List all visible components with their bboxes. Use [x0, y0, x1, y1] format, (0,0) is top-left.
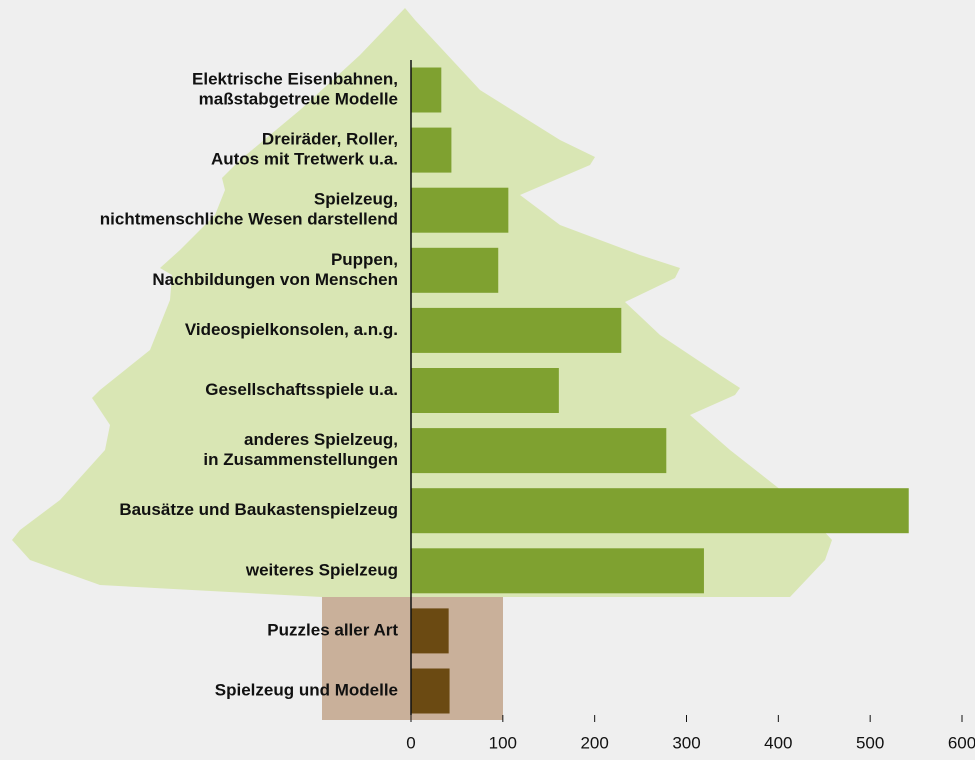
x-tick-label: 100 — [489, 733, 517, 752]
y-tick-label: Dreiräder, Roller, — [262, 130, 398, 149]
y-tick-label: Videospielkonsolen, a.n.g. — [185, 320, 398, 339]
bar — [411, 488, 909, 534]
y-tick-label: weiteres Spielzeug — [245, 560, 398, 579]
y-tick-label: Bausätze und Baukastenspielzeug — [119, 500, 398, 519]
y-tick-label: maßstabgetreue Modelle — [199, 89, 398, 108]
bar — [411, 608, 449, 654]
bar — [411, 127, 452, 173]
y-tick-label: nichtmenschliche Wesen darstellend — [100, 210, 398, 229]
y-tick-label: in Zusammenstellungen — [203, 450, 398, 469]
y-tick-label: Elektrische Eisenbahnen, — [192, 69, 398, 88]
y-tick-label: Spielzeug und Modelle — [215, 680, 398, 699]
bar — [411, 67, 442, 113]
bar — [411, 548, 704, 594]
bar — [411, 307, 622, 353]
x-tick-label: 200 — [580, 733, 608, 752]
y-tick-label: Autos mit Tretwerk u.a. — [211, 150, 398, 169]
bar — [411, 247, 499, 293]
y-tick-label: Puzzles aller Art — [267, 620, 398, 639]
bar — [411, 668, 450, 714]
bar — [411, 187, 509, 233]
x-tick-label: 600 — [948, 733, 975, 752]
x-tick-label: 500 — [856, 733, 884, 752]
y-tick-label: Gesellschaftsspiele u.a. — [205, 380, 398, 399]
bar — [411, 428, 667, 474]
x-tick-label: 400 — [764, 733, 792, 752]
x-tick-label: 300 — [672, 733, 700, 752]
y-tick-label: Nachbildungen von Menschen — [152, 270, 398, 289]
y-tick-label: Spielzeug, — [314, 190, 398, 209]
y-tick-label: anderes Spielzeug, — [244, 430, 398, 449]
bar — [411, 368, 559, 413]
y-tick-label: Puppen, — [331, 250, 398, 269]
x-tick-label: 0 — [406, 733, 415, 752]
